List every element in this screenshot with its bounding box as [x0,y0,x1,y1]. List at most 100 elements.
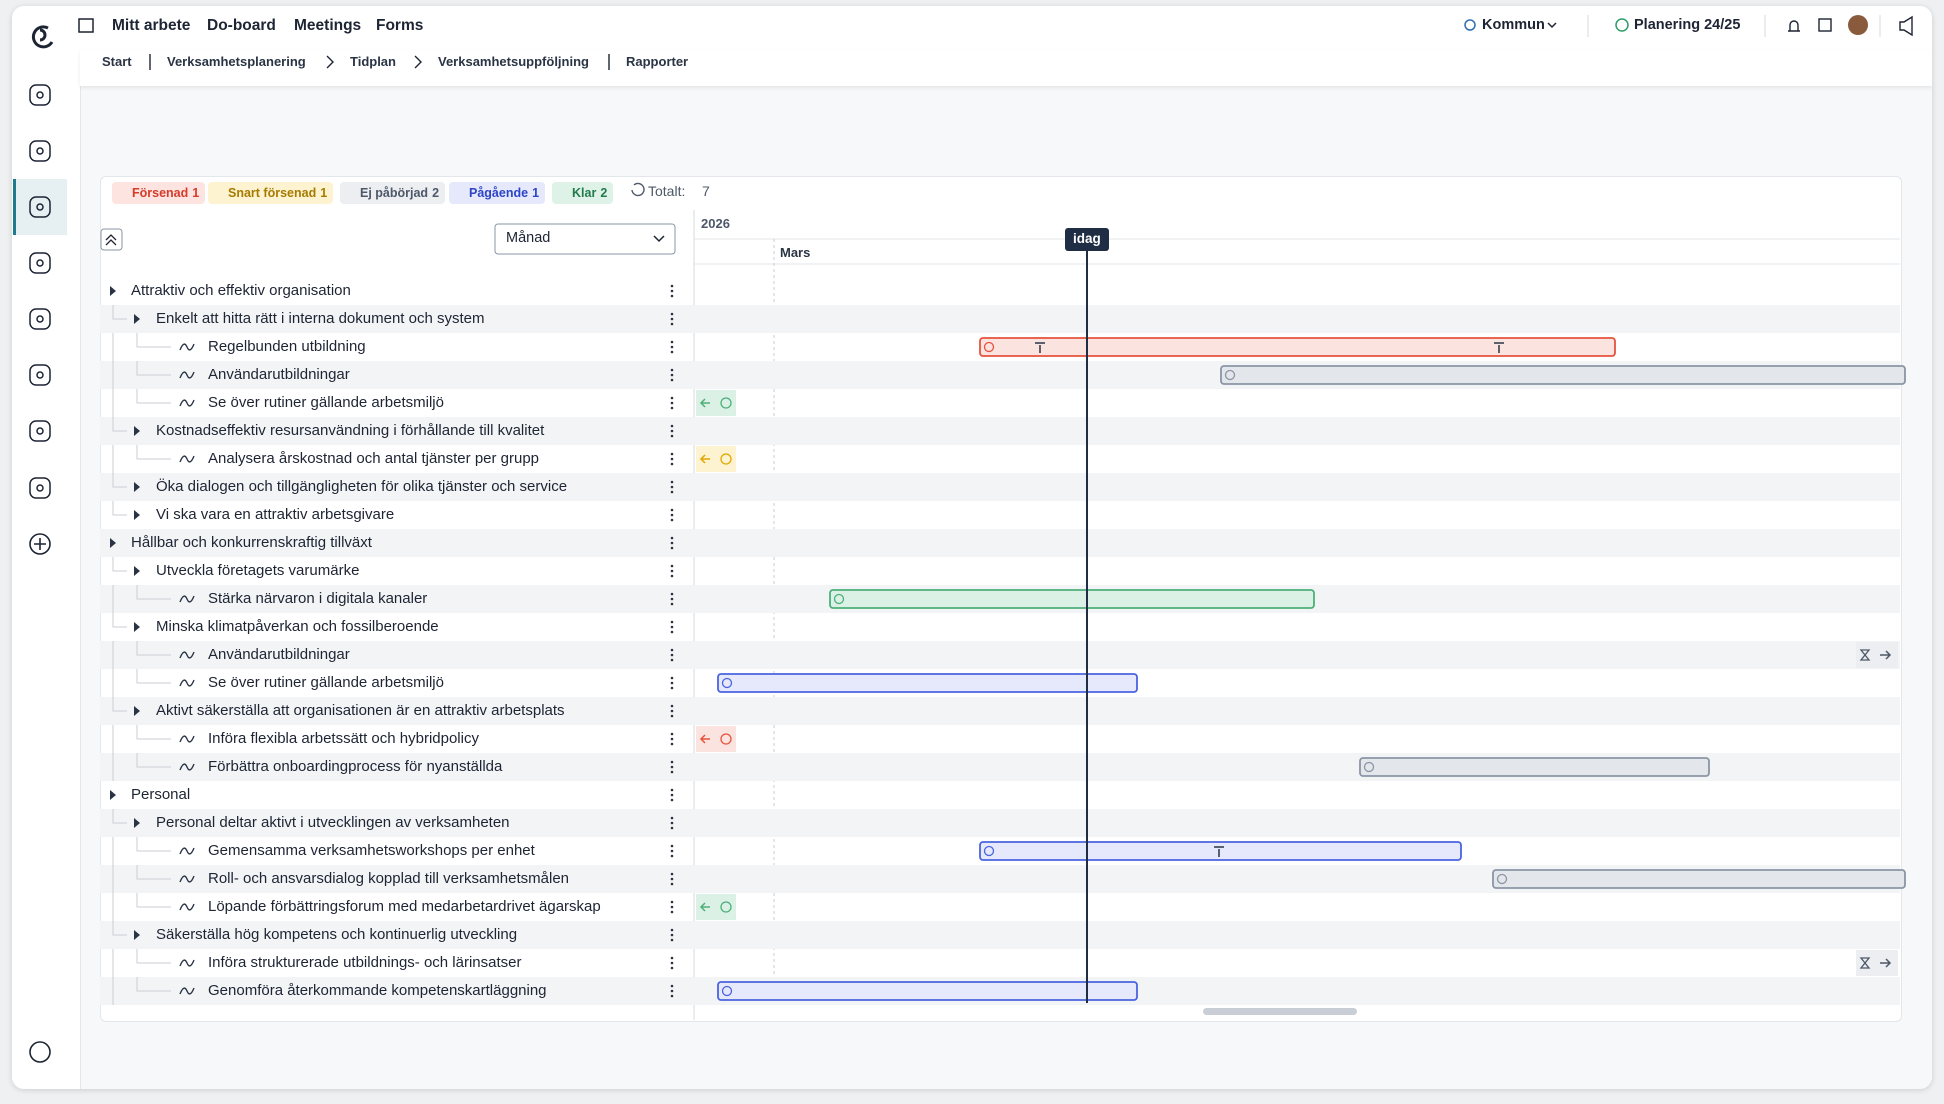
nav-item[interactable]: Meetings [294,17,362,34]
nav-item[interactable]: Do-board [207,17,276,34]
row-label[interactable]: Personal [131,786,191,803]
today-label: idag [1073,231,1101,246]
row-menu-dot [670,289,674,293]
activity-icon [179,679,195,687]
row-label[interactable]: Öka dialogen och tillgängligheten för ol… [156,478,568,495]
row-label[interactable]: Aktivt säkerställa att organisationen är… [156,702,565,719]
chip-label: Ej påbörjad [360,186,429,200]
row-label[interactable]: Genomföra återkommande kompetenskartlägg… [208,982,547,999]
view-select-label[interactable]: Månad [506,230,551,246]
row-stripe [100,529,1900,557]
row-label[interactable]: Införa flexibla arbetssätt och hybridpol… [208,730,479,747]
separator [326,55,334,69]
row-menu-dot [670,742,674,746]
row-label[interactable]: Förbättra onboardingprocess för nyanstäl… [208,758,503,775]
row-menu-dot [670,877,674,881]
status-chip[interactable]: Ej påbörjad 2 [340,182,446,204]
help-icon [29,1041,51,1063]
gantt-bar [829,589,1315,609]
row-menu-dot [670,928,674,932]
breadcrumb-bar [80,50,1932,86]
row-label[interactable]: Löpande förbättringsforum med medarbetar… [208,898,601,915]
row-label[interactable]: Utveckla företagets varumärke [156,562,360,579]
chip-label: Försenad [132,186,189,200]
active-nav-bg [13,179,67,235]
tree-line [112,305,127,320]
separator [414,55,422,69]
chip-label: Pågående [469,186,529,200]
row-menu-dot [670,966,674,970]
row-label[interactable]: Gemensamma verksamhetsworkshops per enhe… [208,842,535,859]
breadcrumb[interactable]: Rapporter [626,54,689,69]
row-label[interactable]: Införa strukturerade utbildnings- och lä… [208,954,522,971]
row-menu-dot [670,452,674,456]
status-chip[interactable]: Snart försenad 1 [208,182,334,204]
breadcrumb[interactable]: Verksamhetsuppföljning [438,54,589,69]
nav-icon [36,315,44,323]
row-menu-dot [670,569,674,573]
row-label[interactable]: Personal deltar aktivt i utvecklingen av… [156,814,510,831]
breadcrumb[interactable]: Tidplan [350,54,396,69]
bar-status-icon [983,341,995,353]
breadcrumb[interactable]: Verksamhetsplanering [167,54,306,69]
row-label[interactable]: Analysera årskostnad och antal tjänster … [208,450,540,467]
row-menu-dot [670,434,674,438]
gantt-bar [1220,365,1906,385]
row-label[interactable]: Hållbar och konkurrenskraftig tillväxt [131,534,372,551]
bar-status-icon [983,845,995,857]
right-arrow [1880,958,1892,968]
milestone-icon [1035,342,1045,353]
row-label[interactable]: Regelbunden utbildning [208,338,366,355]
row-label[interactable]: Se över rutiner gällande arbetsmiljö [208,394,444,411]
nav-item[interactable]: Forms [376,17,424,34]
row-menu-dot [670,653,674,657]
nav-icon [34,538,46,550]
row-label[interactable]: Säkerställa hög kompetens och kontinuerl… [156,926,518,943]
plan-select[interactable]: Planering 24/25 [1634,17,1741,33]
row-menu-dot [670,798,674,802]
bar-status-icon [833,593,845,605]
expand-arrow [110,538,116,548]
row-menu-dot [670,681,674,685]
row-label[interactable]: Användarutbildningar [208,366,350,383]
row-menu-dot [670,294,674,298]
tree-line [112,585,171,613]
scrollbar [1203,1008,1357,1015]
expand-arrow [134,482,140,492]
row-label[interactable]: Se över rutiner gällande arbetsmiljö [208,674,444,691]
row-label[interactable]: Enkelt att hitta rätt i interna dokument… [156,310,485,327]
row-label[interactable]: Roll- och ansvarsdialog kopplad till ver… [208,870,570,887]
activity-icon [179,903,195,911]
row-menu-dot [670,485,674,489]
active-nav-bar [13,179,16,235]
row-label[interactable]: Vi ska vara en attraktiv arbetsgivare [156,506,395,523]
row-menu-dot [670,574,674,578]
tree-line [112,613,127,628]
chip-label: Snart försenad [228,186,317,200]
org-select[interactable]: Kommun [1482,17,1545,33]
chevron [1547,22,1557,29]
status-chip[interactable]: Klar 2 [552,182,614,204]
row-menu-dot [670,322,674,326]
today-marker [1065,228,1109,251]
row-menu-dot [670,900,674,904]
row-label[interactable]: Stärka närvaron i digitala kanaler [208,590,428,607]
chip-label: Klar [572,186,597,200]
nav-icon [29,140,51,162]
tree-line [112,333,171,361]
row-label[interactable]: Användarutbildningar [208,646,350,663]
nav-item[interactable]: Mitt arbete [112,17,191,34]
expand-arrow [110,286,116,296]
row-label[interactable]: Kostnadseffektiv resursanvändning i förh… [156,422,545,439]
activity-icon [179,343,195,351]
tree-line [112,445,171,473]
collapse-button [100,228,123,251]
status-chip[interactable]: Pågående 1 [449,182,546,204]
breadcrumb[interactable]: Start [102,54,132,69]
activity-icon [179,763,195,771]
row-label[interactable]: Attraktiv och effektiv organisation [131,282,351,299]
row-label[interactable]: Minska klimatpåverkan och fossilberoende [156,618,439,635]
status-chip[interactable]: Försenad 1 [112,182,206,204]
bar-status-icon [721,677,733,689]
